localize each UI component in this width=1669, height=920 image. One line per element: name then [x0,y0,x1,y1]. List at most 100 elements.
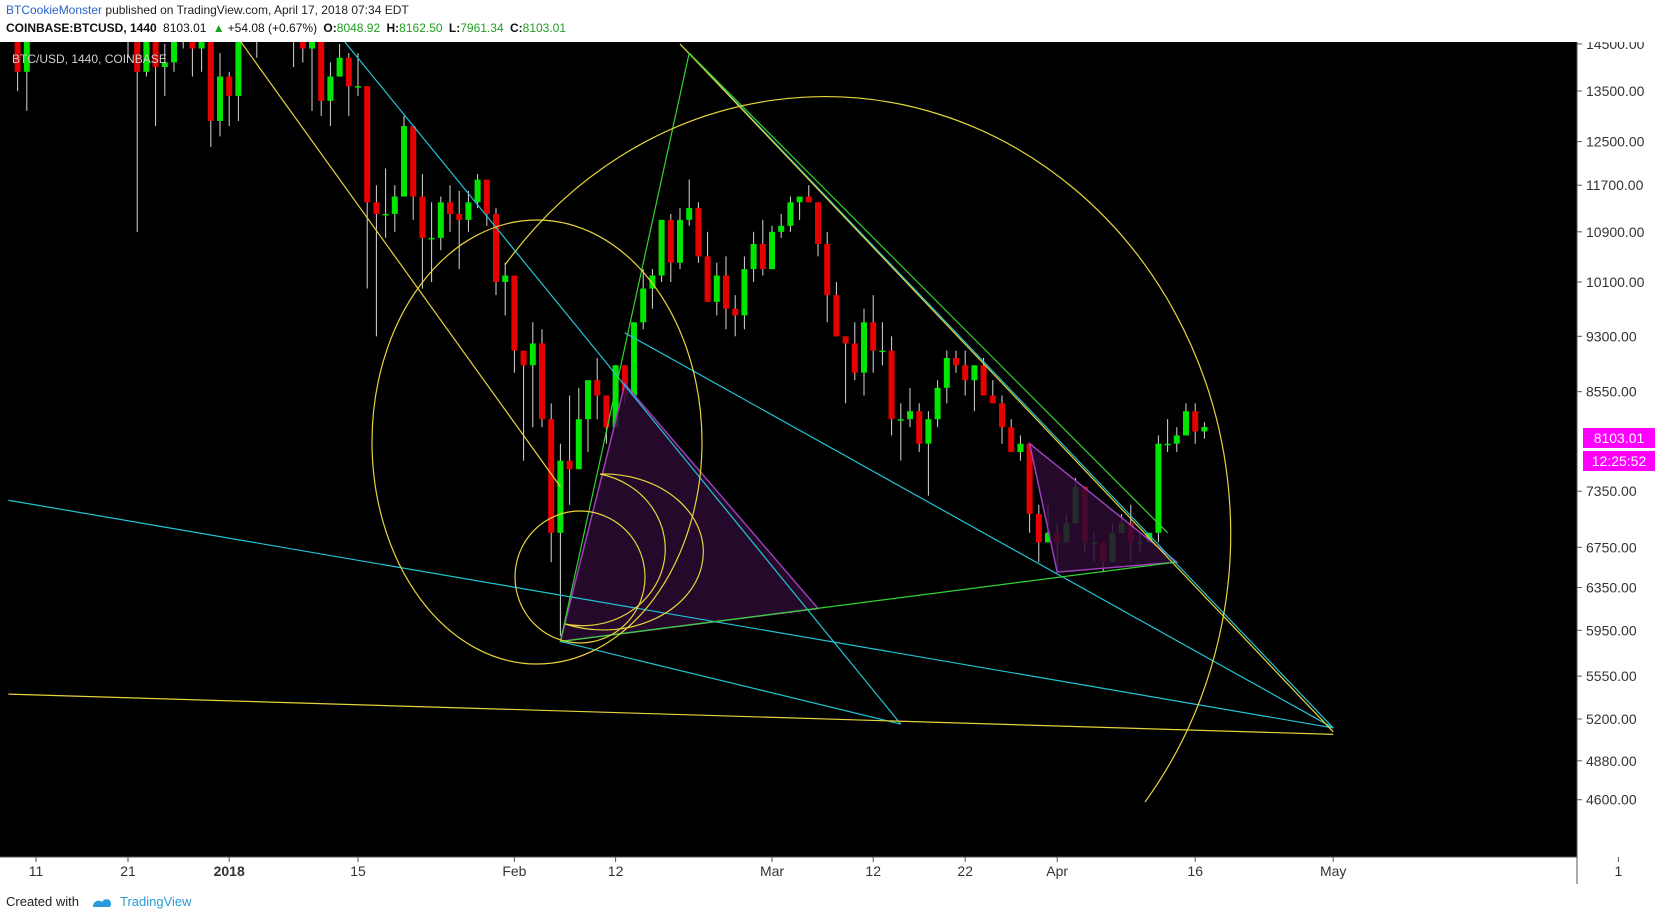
candle[interactable] [355,53,361,96]
trendline-green[interactable] [559,52,690,642]
trendline-yellow[interactable] [8,693,1334,735]
candle[interactable] [548,403,555,563]
candle[interactable] [529,322,536,428]
price-chart[interactable]: 14500.00 13500.00 12500.00 11700.00 10900.00… [0,42,1669,884]
candle[interactable] [695,202,702,263]
candle[interactable] [1164,419,1171,453]
candle[interactable] [897,403,904,461]
candle[interactable] [759,219,766,276]
circle-drawing[interactable] [514,510,646,644]
candle[interactable] [447,185,453,232]
candle[interactable] [686,179,693,226]
candle[interactable] [612,365,619,428]
candle[interactable] [511,275,518,373]
candle[interactable] [704,231,711,302]
time-axis[interactable] [0,857,1577,884]
candle[interactable] [1155,435,1162,543]
candle[interactable] [805,185,812,203]
candle[interactable] [667,213,674,282]
candle[interactable] [640,269,647,330]
candle[interactable] [465,190,472,232]
candle[interactable] [824,231,831,323]
candle[interactable] [493,208,499,296]
candle[interactable] [842,336,849,404]
candle[interactable] [171,42,177,72]
candle[interactable] [879,322,886,366]
candle[interactable] [143,42,150,77]
candle[interactable] [723,256,729,330]
candle[interactable] [14,42,21,92]
candle[interactable] [861,308,867,396]
trendline-green[interactable] [688,52,1169,534]
candle[interactable] [916,403,923,453]
candle[interactable] [291,42,297,68]
candle[interactable] [603,395,610,444]
candle[interactable] [962,350,969,396]
candle[interactable] [364,86,371,289]
candle[interactable] [713,262,720,316]
candle[interactable] [787,196,794,232]
candle[interactable] [1017,435,1024,461]
candle[interactable] [971,365,978,412]
candle[interactable] [585,380,591,453]
triangle-drawing[interactable] [1028,441,1179,573]
candle[interactable] [336,43,343,77]
candle[interactable] [520,350,527,461]
candle[interactable] [934,380,941,428]
candle[interactable] [999,395,1005,444]
candle[interactable] [1173,427,1180,453]
candle[interactable] [631,322,637,396]
author-link[interactable]: BTCookieMonster [6,3,103,17]
trendline-cyan[interactable] [624,332,1334,729]
candle[interactable] [207,42,214,147]
trendline-yellow[interactable] [211,42,561,488]
candle[interactable] [741,256,748,330]
candle[interactable] [566,395,573,505]
candle[interactable] [189,42,196,77]
candle[interactable] [483,179,490,226]
candle[interactable] [299,42,306,63]
trendline-cyan[interactable] [8,499,1334,729]
trendline-cyan[interactable] [321,42,902,725]
trendline-cyan[interactable] [688,52,1334,729]
candle[interactable] [419,174,426,289]
candle[interactable] [410,126,417,220]
candle[interactable] [1008,419,1015,453]
candle[interactable] [318,42,325,116]
candle[interactable] [658,219,665,282]
candle[interactable] [870,295,877,373]
candle[interactable] [953,350,959,373]
candle[interactable] [309,42,315,111]
candle[interactable] [575,387,582,470]
candle[interactable] [502,262,509,316]
candle[interactable] [401,115,407,197]
trendline-green[interactable] [560,561,1177,643]
candle[interactable] [1183,403,1189,436]
candle[interactable] [989,380,996,404]
candle[interactable] [254,42,260,58]
candle[interactable] [815,202,821,257]
candle[interactable] [943,350,950,404]
candle[interactable] [226,71,233,127]
arc-drawing-large[interactable] [504,96,1232,803]
candle[interactable] [925,411,932,496]
candle[interactable] [1201,422,1208,439]
candle[interactable] [1026,443,1033,533]
trendline-cyan[interactable] [560,640,901,725]
candle[interactable] [23,42,30,111]
candle[interactable] [382,168,389,238]
plot-area[interactable] [0,42,1577,857]
candle[interactable] [732,295,739,337]
arc-drawing-small[interactable] [564,473,704,631]
candle[interactable] [539,329,545,428]
candle[interactable] [1035,504,1042,563]
candle[interactable] [373,185,380,337]
candle[interactable] [134,42,141,232]
ellipse-drawing[interactable] [371,219,703,665]
candle[interactable] [152,42,159,127]
candle[interactable] [851,322,858,381]
candle[interactable] [235,42,242,121]
candle[interactable] [888,336,895,436]
candle[interactable] [474,174,481,209]
candle[interactable] [327,62,334,127]
